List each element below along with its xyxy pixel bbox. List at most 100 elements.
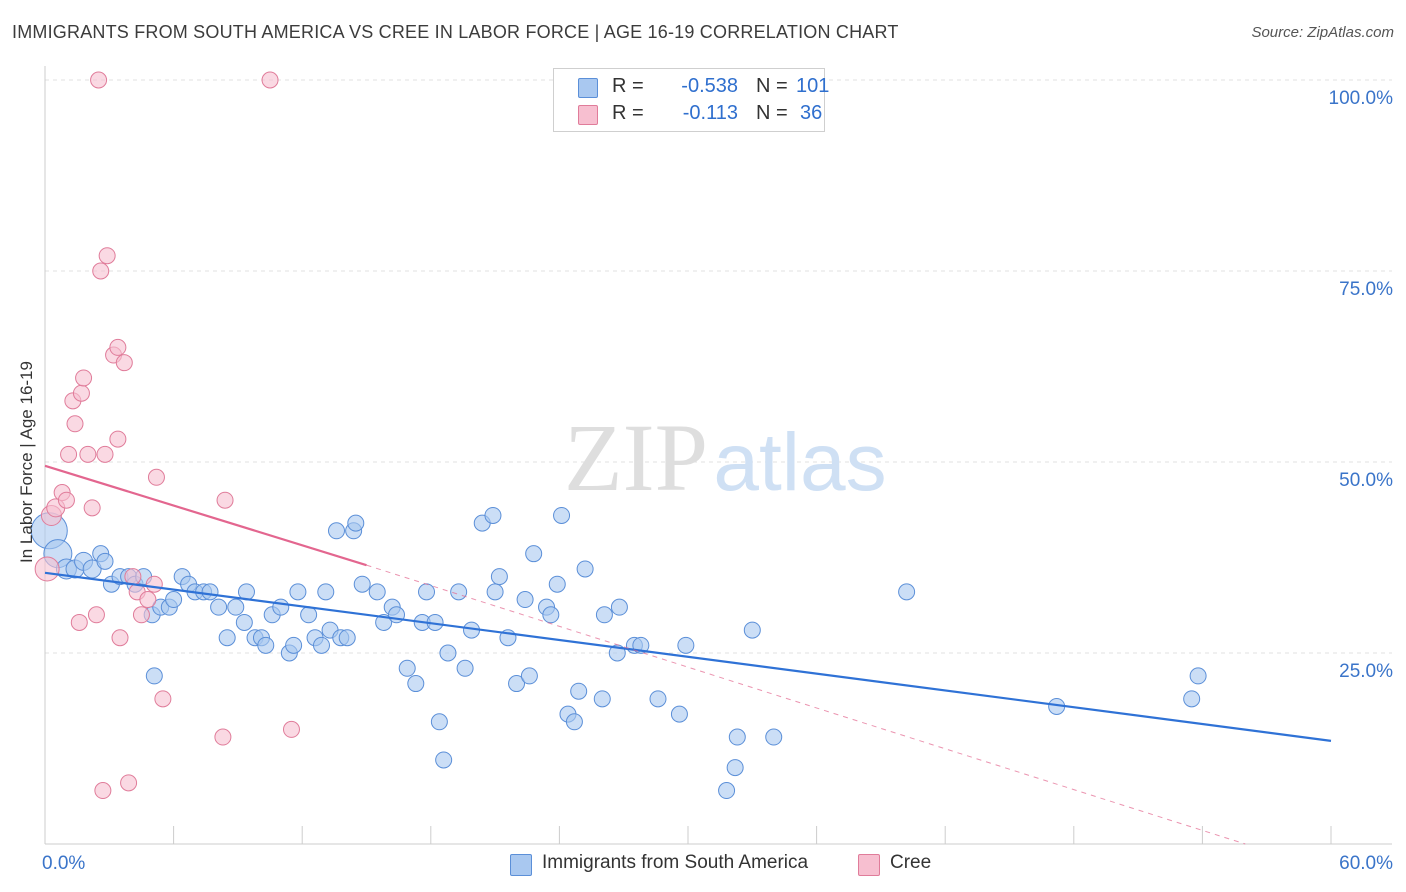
point-cree bbox=[57, 491, 75, 509]
point-cree bbox=[34, 556, 60, 582]
point-cree bbox=[120, 774, 138, 792]
point-south-america bbox=[677, 636, 695, 654]
y-tick-label: 25.0% bbox=[1339, 661, 1393, 682]
point-cree bbox=[75, 369, 93, 387]
point-south-america bbox=[272, 598, 290, 616]
point-south-america bbox=[227, 598, 245, 616]
trend-line-cree-extension bbox=[366, 564, 1246, 845]
point-south-america bbox=[553, 506, 571, 524]
tick-labels: 25.0% 50.0% 75.0% 100.0% 0.0% 60.0% bbox=[42, 88, 1393, 874]
point-south-america bbox=[1189, 667, 1207, 685]
point-south-america bbox=[368, 583, 386, 601]
axes bbox=[44, 66, 1392, 845]
point-south-america bbox=[257, 636, 275, 654]
point-south-america bbox=[593, 690, 611, 708]
y-tick-label: 100.0% bbox=[1329, 88, 1394, 109]
trend-line-south-america bbox=[44, 571, 1332, 742]
legend-label-south-america: Immigrants from South America bbox=[542, 852, 809, 873]
point-south-america bbox=[201, 583, 219, 601]
point-cree bbox=[66, 415, 84, 433]
point-cree bbox=[139, 591, 157, 609]
point-south-america bbox=[312, 636, 330, 654]
point-south-america bbox=[210, 598, 228, 616]
point-south-america bbox=[898, 583, 916, 601]
point-south-america bbox=[430, 713, 448, 731]
watermark-atlas: atlas bbox=[713, 417, 886, 508]
point-cree bbox=[60, 445, 78, 463]
point-south-america bbox=[718, 782, 736, 800]
point-south-america bbox=[338, 629, 356, 647]
point-south-america bbox=[490, 568, 508, 586]
point-south-america bbox=[548, 575, 566, 593]
chart-title: IMMIGRANTS FROM SOUTH AMERICA VS CREE IN… bbox=[12, 22, 899, 42]
point-cree bbox=[282, 720, 300, 738]
point-cree bbox=[111, 629, 129, 647]
point-cree bbox=[147, 468, 165, 486]
series-south-america-points bbox=[30, 506, 1207, 800]
point-south-america bbox=[235, 613, 253, 631]
legend-label-cree: Cree bbox=[890, 852, 932, 873]
point-south-america bbox=[450, 583, 468, 601]
point-south-america bbox=[407, 675, 425, 693]
point-south-america bbox=[743, 621, 761, 639]
point-cree bbox=[83, 499, 101, 517]
r-value: -0.113 bbox=[682, 102, 738, 124]
point-south-america bbox=[145, 667, 163, 685]
source-label: Source: ZipAtlas.com bbox=[1251, 24, 1394, 41]
point-south-america bbox=[285, 636, 303, 654]
point-south-america bbox=[486, 583, 504, 601]
point-south-america bbox=[726, 759, 744, 777]
point-south-america bbox=[728, 728, 746, 746]
r-value: -0.538 bbox=[681, 75, 738, 97]
point-cree bbox=[216, 491, 234, 509]
point-cree bbox=[154, 690, 172, 708]
point-south-america bbox=[289, 583, 307, 601]
n-value: 36 bbox=[800, 102, 823, 124]
point-cree bbox=[94, 782, 112, 800]
point-south-america bbox=[484, 506, 502, 524]
point-cree bbox=[98, 247, 116, 265]
point-cree bbox=[87, 606, 105, 624]
point-south-america bbox=[96, 552, 114, 570]
point-south-america bbox=[439, 644, 457, 662]
point-cree bbox=[79, 445, 97, 463]
point-south-america bbox=[456, 659, 474, 677]
x-tick-label: 0.0% bbox=[42, 853, 85, 874]
point-cree bbox=[214, 728, 232, 746]
y-tick-label: 50.0% bbox=[1339, 470, 1393, 491]
point-south-america bbox=[353, 575, 371, 593]
watermark-zip: ZIP bbox=[564, 404, 708, 511]
series-legend: Immigrants from South America Cree bbox=[0, 852, 1406, 878]
point-cree bbox=[72, 384, 90, 402]
trend-lines bbox=[44, 464, 1332, 845]
point-cree bbox=[145, 575, 163, 593]
point-cree bbox=[124, 568, 142, 586]
point-cree bbox=[90, 71, 108, 89]
point-south-america bbox=[576, 560, 594, 578]
r-label: R = bbox=[612, 102, 644, 124]
point-south-america bbox=[565, 713, 583, 731]
point-south-america bbox=[327, 522, 345, 540]
point-cree bbox=[109, 338, 127, 356]
point-south-america bbox=[398, 659, 416, 677]
point-south-america bbox=[765, 728, 783, 746]
legend-swatch-cree bbox=[578, 105, 598, 125]
point-south-america bbox=[649, 690, 667, 708]
y-axis-label: In Labor Force | Age 16-19 bbox=[17, 361, 36, 563]
point-south-america bbox=[525, 545, 543, 563]
r-label: R = bbox=[612, 75, 644, 97]
point-south-america bbox=[300, 606, 318, 624]
point-south-america bbox=[418, 583, 436, 601]
point-cree bbox=[115, 354, 133, 372]
point-south-america bbox=[218, 629, 236, 647]
x-tick-label: 60.0% bbox=[1339, 853, 1393, 874]
point-cree bbox=[109, 430, 127, 448]
point-south-america bbox=[610, 598, 628, 616]
point-south-america bbox=[508, 675, 526, 693]
point-south-america bbox=[1183, 690, 1201, 708]
gridlines bbox=[45, 79, 1392, 654]
point-south-america bbox=[165, 591, 183, 609]
point-cree bbox=[261, 71, 279, 89]
point-south-america bbox=[670, 705, 688, 723]
point-south-america bbox=[516, 591, 534, 609]
